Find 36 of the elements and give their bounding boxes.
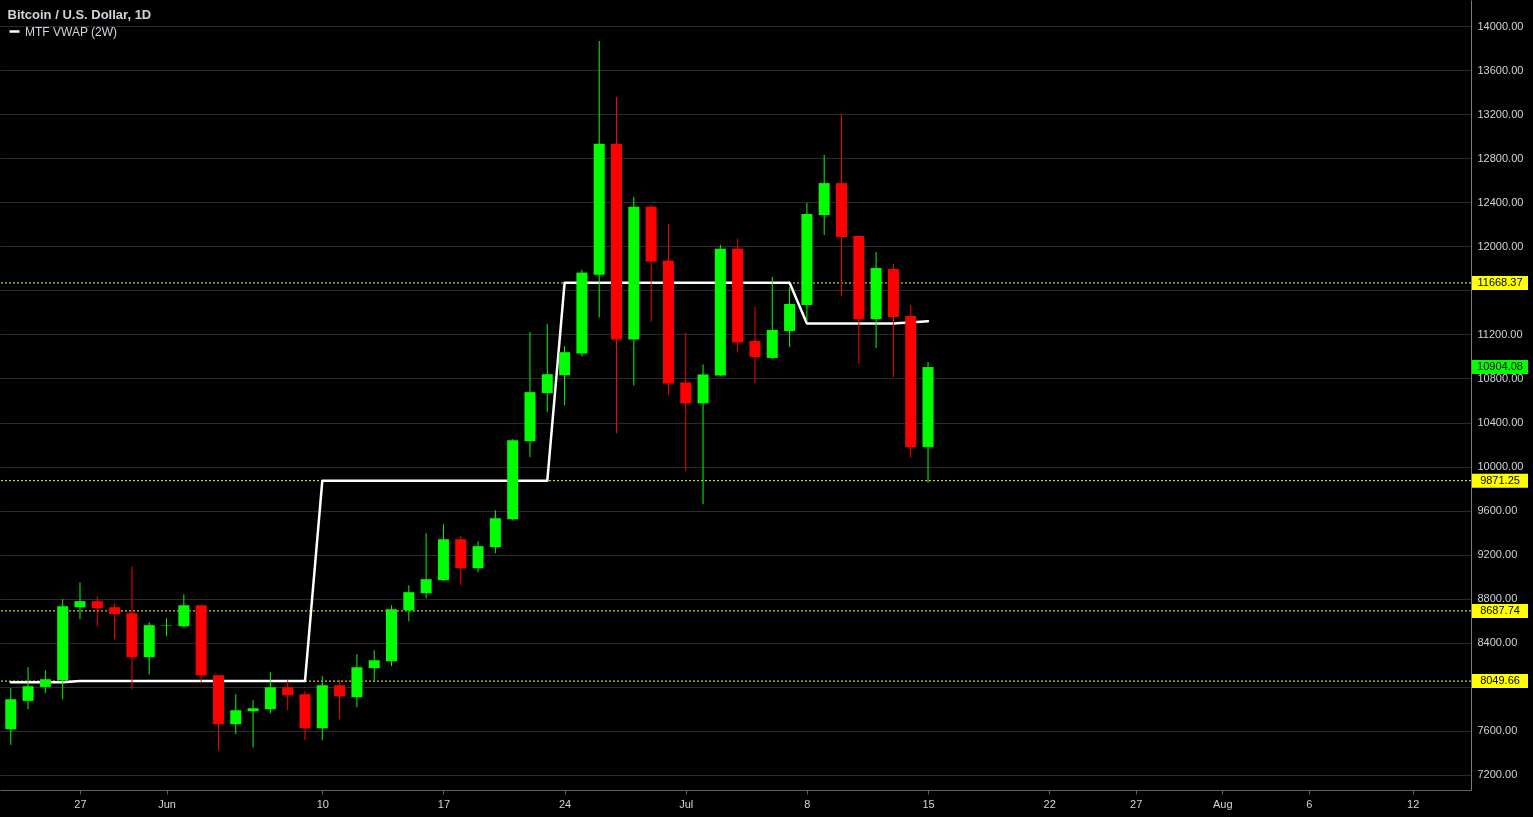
ref-line-label: 8049.66 [1480,674,1520,687]
y-tick-label: 12800.00 [1477,151,1524,164]
y-tick-label: 7200.00 [1477,768,1518,781]
y-tick-label: 13200.00 [1477,107,1524,120]
x-tick-label: 27 [1130,797,1143,810]
x-tick-label: 6 [1306,797,1313,810]
ref-line-label: 9871.25 [1480,473,1520,486]
x-tick-label: 10 [316,797,329,810]
x-tick-label: Jun [158,797,176,810]
y-tick-label: 10800.00 [1477,372,1524,384]
x-tick-label: 17 [437,797,451,810]
y-tick-label: 8800.00 [1477,592,1518,605]
y-tick-label: 9200.00 [1477,548,1518,561]
y-tick-label: 14000.00 [1477,19,1524,32]
y-tick-label: 12000.00 [1477,239,1524,252]
y-tick-label: 7600.00 [1477,724,1518,737]
y-tick-label: 8400.00 [1477,636,1518,649]
y-tick-label: 13600.00 [1477,63,1524,76]
text: Bitcoin / U.S. Dollar, 1D [7,7,152,22]
y-tick-label: 12400.00 [1477,195,1524,208]
x-tick-label: Aug [1212,797,1233,810]
y-tick-label: 10000.00 [1477,460,1524,473]
x-tick-label: 12 [1407,797,1420,810]
x-tick-label: 15 [922,797,935,810]
x-tick-label: 22 [1043,797,1056,810]
x-tick-label: 8 [804,797,811,810]
x-tick-label: Jul [679,797,694,810]
ref-line-label: 11668.37 [1477,275,1523,288]
legend-label: MTF VWAP (2W) [25,24,117,39]
x-tick-label: 24 [558,797,572,810]
y-tick-label: 11200.00 [1477,327,1523,340]
y-tick-label: 10400.00 [1477,416,1524,429]
y-tick-label: 9600.00 [1477,504,1518,517]
x-tick-label: 27 [74,797,87,810]
ref-line-label: 8687.74 [1480,603,1520,616]
text: 10904.08 [1477,360,1523,373]
